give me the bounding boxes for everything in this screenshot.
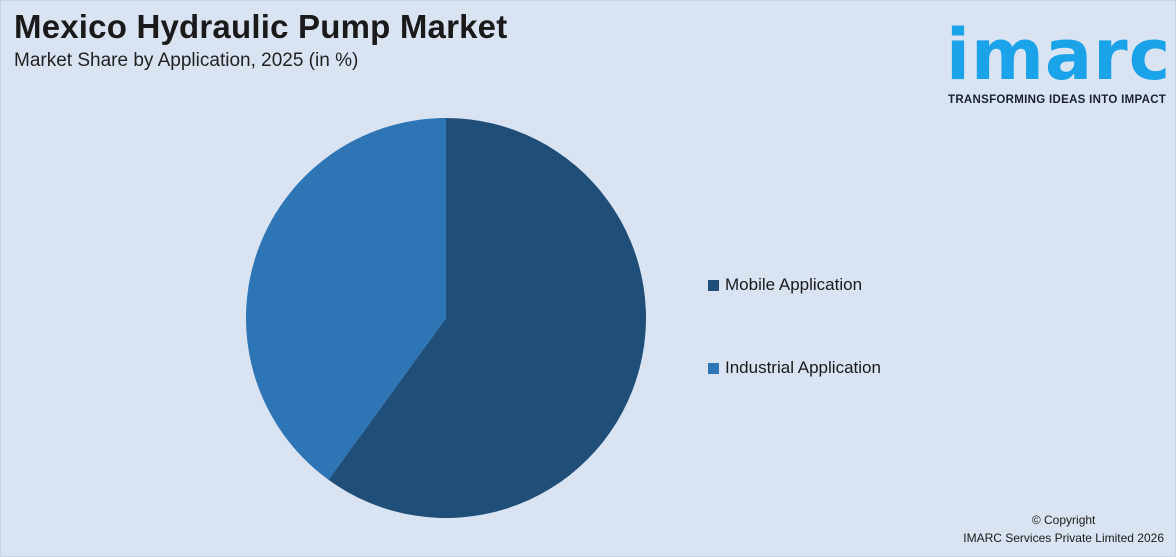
pie-slice-industrial-application: [246, 118, 446, 480]
legend-item-mobile: Mobile Application: [708, 274, 881, 296]
pie-slice-mobile-application: [328, 118, 647, 518]
copyright: © Copyright IMARC Services Private Limit…: [963, 511, 1164, 547]
copyright-line-1: © Copyright: [1031, 513, 1096, 527]
imarc-logo: imarc TRANSFORMING IDEAS INTO IMPACT: [944, 12, 1170, 108]
logo-tagline: TRANSFORMING IDEAS INTO IMPACT: [948, 94, 1167, 106]
legend-item-industrial: Industrial Application: [708, 357, 881, 379]
legend: Mobile Application Industrial Applicatio…: [708, 274, 881, 379]
legend-label-mobile: Mobile Application: [725, 275, 863, 294]
legend-swatch-industrial: [708, 362, 719, 374]
logo-wordmark: imarc: [946, 14, 1172, 96]
chart-title: Mexico Hydraulic Pump Market: [14, 8, 508, 45]
copyright-line-2: IMARC Services Private Limited 2026: [963, 531, 1164, 545]
pie-chart: [246, 118, 647, 518]
legend-swatch-mobile: [708, 279, 719, 291]
chart-subtitle: Market Share by Application, 2025 (in %): [14, 50, 359, 71]
legend-label-industrial: Industrial Application: [725, 358, 881, 377]
